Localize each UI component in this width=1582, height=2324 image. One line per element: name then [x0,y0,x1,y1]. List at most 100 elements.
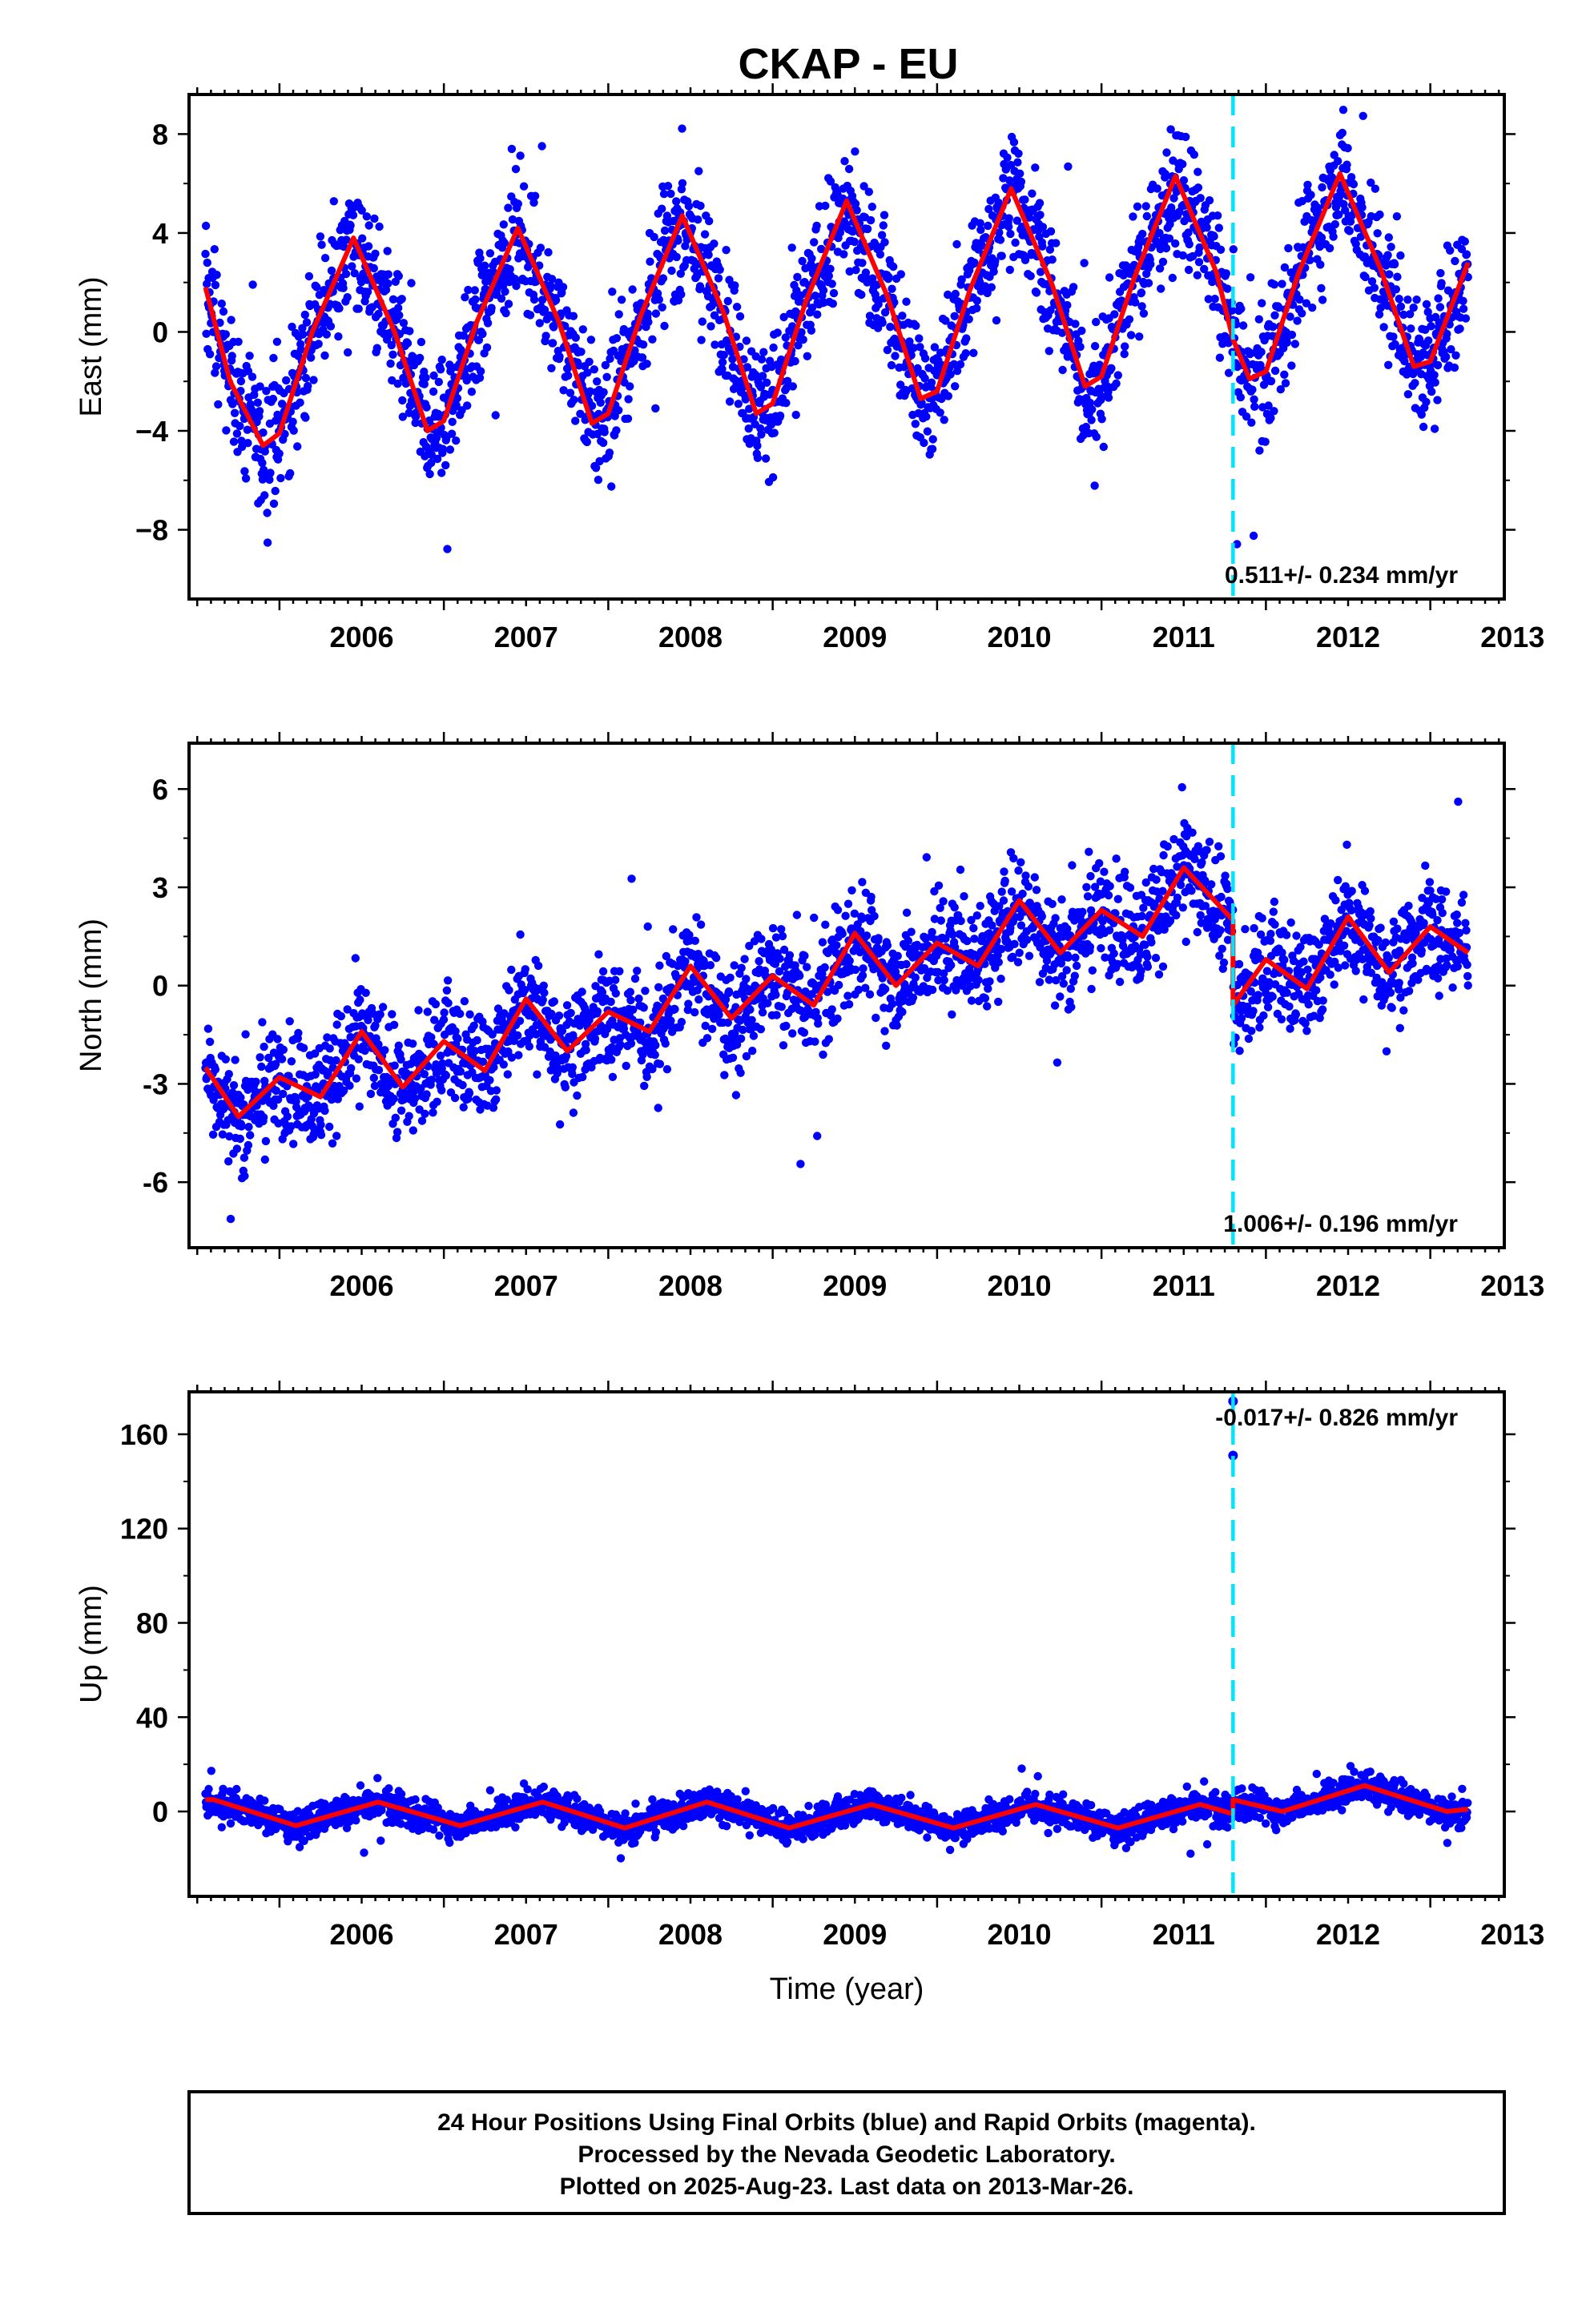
data-point [539,981,548,991]
data-point [559,386,568,395]
data-point [536,243,545,252]
data-point [1077,326,1086,336]
data-point [530,191,540,200]
data-point [674,236,682,245]
data-point [227,352,236,360]
data-point [436,1051,445,1060]
data-point [1254,315,1264,324]
data-point [1150,899,1159,908]
data-point [1097,392,1106,401]
data-point [1080,259,1089,267]
x-tick-label: 2012 [1316,621,1380,653]
data-point [755,957,763,966]
data-point [1113,895,1123,903]
data-point [1178,159,1187,169]
data-point [1286,312,1294,321]
data-point [1032,288,1041,297]
data-point [761,454,771,463]
data-point [368,1009,377,1019]
data-point [994,958,1004,967]
data-point [1038,223,1048,231]
data-point [423,1007,432,1016]
data-point [429,387,438,396]
data-point [884,272,893,282]
data-point [1278,279,1286,288]
data-point [706,961,715,970]
data-point [1165,916,1175,925]
data-point [1076,342,1085,352]
data-point [694,995,703,1004]
data-point [859,964,867,973]
data-point [911,973,920,982]
data-point [898,1007,907,1016]
data-point [264,1053,273,1063]
data-point [569,1108,578,1117]
data-point [289,1140,298,1148]
data-point [1367,277,1377,286]
data-point [858,971,867,980]
data-point [629,1005,638,1015]
data-point [1066,984,1076,993]
data-point [1136,238,1145,247]
data-point [850,237,859,247]
data-point [972,304,981,313]
data-point [381,285,391,295]
data-point [1016,169,1024,178]
data-point [405,327,414,336]
data-point [912,321,920,330]
x-tick-label: 2007 [494,621,558,653]
data-point [1158,257,1168,267]
data-point [1021,871,1030,880]
data-point [891,352,900,360]
data-point [398,396,407,405]
data-point [1178,903,1188,912]
data-point [747,1015,756,1025]
data-point [422,1090,431,1099]
data-point [493,1004,503,1013]
data-point [650,232,658,242]
data-point [236,1093,245,1102]
data-point [387,340,396,350]
data-point [1115,977,1125,987]
data-point [383,247,392,255]
data-point [1215,951,1224,960]
data-point [1247,418,1256,427]
data-point [1062,966,1071,975]
data-point [749,1031,759,1040]
data-point [481,261,489,270]
data-point [930,915,940,923]
data-point [791,410,800,420]
data-point [1223,284,1232,293]
data-point [1078,907,1087,916]
data-point [950,312,959,320]
data-point [607,1055,616,1064]
data-point [683,1005,692,1015]
data-point [812,221,821,231]
data-point [287,1122,296,1131]
data-point [1218,944,1226,954]
data-point [1071,953,1080,963]
data-point [651,404,660,413]
data-point [1461,314,1471,323]
data-point [593,1007,602,1016]
data-point [999,896,1008,905]
data-point [1391,285,1401,294]
data-point [654,983,663,992]
rate-annotation: 0.511+/- 0.234 mm/yr [1225,562,1458,589]
data-point [525,311,535,320]
data-point [626,382,634,391]
data-point [325,1122,334,1132]
data-point [533,961,543,971]
data-point [389,1020,399,1030]
data-point [501,287,509,296]
data-point [731,1091,741,1100]
data-point [1046,227,1056,236]
data-point [654,296,663,304]
data-point [288,322,296,332]
data-point [785,951,795,960]
data-point [928,435,937,444]
data-point [411,418,420,428]
data-point [1238,321,1248,330]
data-point [441,460,450,470]
data-point [1157,284,1165,293]
